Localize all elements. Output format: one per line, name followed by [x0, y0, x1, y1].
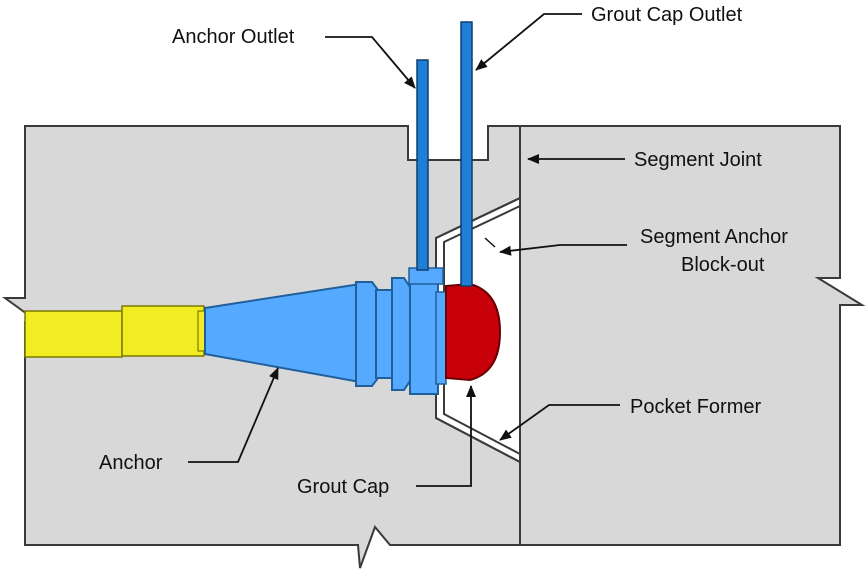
grout-cap-outlet-pipe [460, 21, 473, 287]
leader-anchor-outlet [325, 36, 416, 89]
right-segment [519, 125, 866, 546]
leader-blockout [499, 244, 627, 256]
label-anchor-outlet: Anchor Outlet [172, 26, 295, 48]
leader-pocket-former [499, 404, 620, 441]
leader-anchor [188, 367, 279, 463]
label-blockout-line1: Segment Anchor [640, 226, 788, 248]
label-segment-joint: Segment Joint [634, 149, 762, 171]
label-blockout-line2: Block-out [681, 254, 765, 276]
tendon [24, 310, 123, 358]
grout-cap [445, 282, 502, 382]
label-anchor: Anchor [99, 452, 163, 474]
tendon-coupler [121, 305, 205, 357]
anchor-outlet-pipe [416, 59, 429, 271]
label-grout-cap-outlet: Grout Cap Outlet [591, 4, 743, 26]
anchor-bearing-plate [409, 281, 439, 395]
anchor-ring-2 [375, 289, 393, 379]
leader-grout-cap-outlet [475, 13, 582, 71]
anchor-ring-1 [355, 281, 379, 387]
leader-grout-cap [416, 385, 476, 487]
label-pocket-former: Pocket Former [630, 396, 761, 418]
label-grout-cap: Grout Cap [297, 476, 389, 498]
